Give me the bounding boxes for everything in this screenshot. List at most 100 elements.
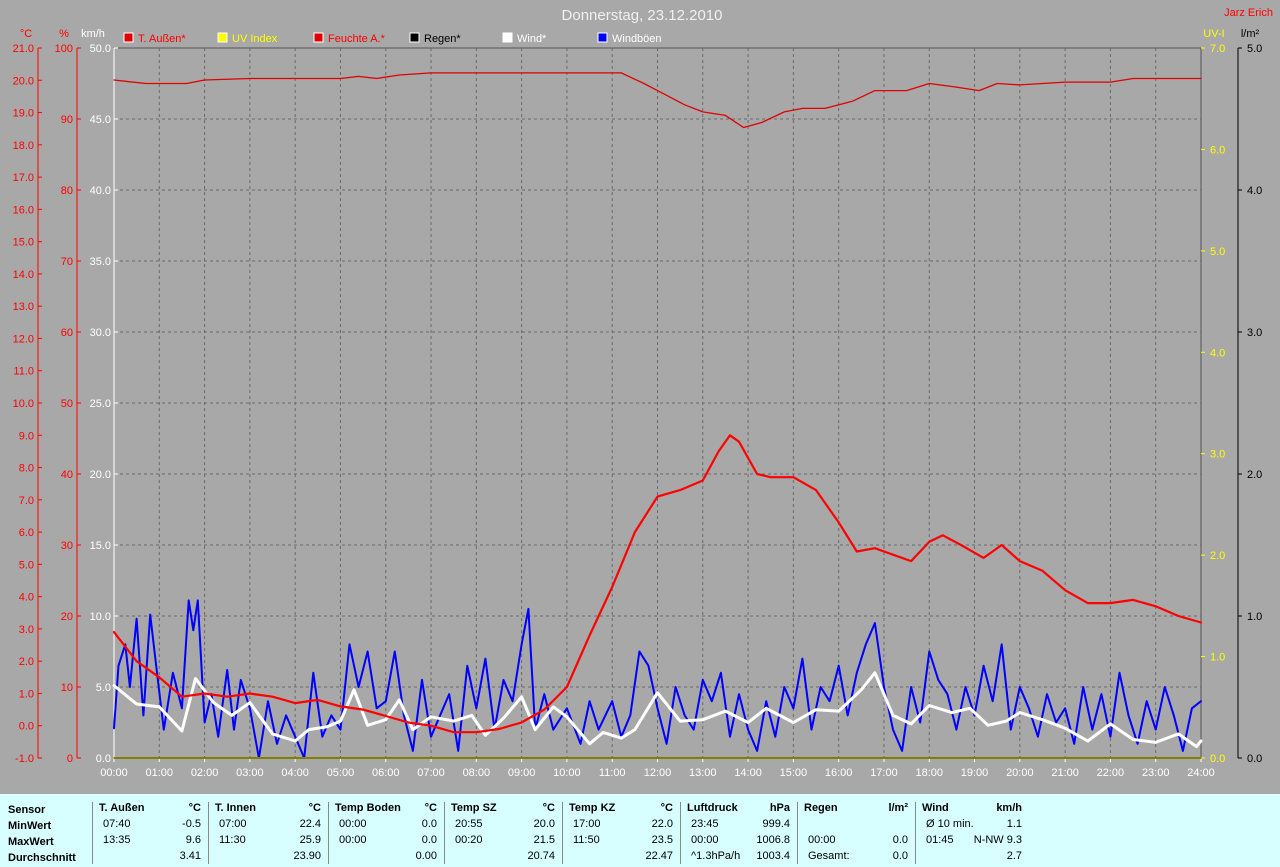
uv-tick-label: 4.0 — [1210, 347, 1225, 359]
stat-value: 23.5 — [651, 834, 673, 846]
rain-tick-label: 2.0 — [1247, 469, 1262, 481]
temp-tick-label: 7.0 — [19, 495, 34, 507]
uv-tick-label: 6.0 — [1210, 144, 1225, 156]
humidity-unit-label: % — [59, 28, 69, 40]
time-axis: 00:00 01:00 02:00 03:00 04:00 05:00 06:00 07:00… — [100, 758, 1215, 779]
rain-tick-label: 3.0 — [1247, 327, 1262, 339]
stat-unit: km/h — [996, 802, 1022, 814]
row-label-max: MaxWert — [8, 836, 54, 848]
axis-units: °C% km/h UV-I l/m² — [20, 28, 1260, 40]
stat-header: Luftdruck hPa — [681, 802, 796, 818]
stat-name: T. Innen — [215, 802, 256, 814]
stat-time: 11:50 — [573, 834, 600, 846]
stat-min-row — [798, 818, 914, 834]
time-tick-label: 09:00 — [508, 767, 536, 779]
stat-min-row: 07:00 22.4 — [209, 818, 327, 834]
temp-tick-label: 21.0 — [13, 43, 34, 55]
stat-value: 0.00 — [415, 850, 437, 862]
stat-max-row: 01:45 N-NW 9.3 — [916, 834, 1028, 850]
temp-tick-label: 6.0 — [19, 527, 34, 539]
time-tick-label: 13:00 — [689, 767, 717, 779]
wind-tick-label: 35.0 — [90, 256, 111, 268]
humidity-tick-label: 30 — [61, 540, 73, 552]
stat-name: T. Außen — [99, 802, 145, 814]
stat-time: 00:20 — [455, 834, 483, 846]
legend-swatch — [597, 32, 608, 43]
temp-tick-label: 19.0 — [13, 108, 34, 120]
stat-value: 0.0 — [421, 834, 437, 846]
time-tick-label: 06:00 — [372, 767, 400, 779]
stat-time: 07:40 — [103, 818, 131, 830]
series-line-feuchte-a — [113, 72, 1202, 129]
legend-label: Windböen — [612, 33, 662, 45]
time-tick-label: 02:00 — [191, 767, 219, 779]
stat-time: 20:55 — [455, 818, 483, 830]
time-tick-label: 00:00 — [100, 767, 128, 779]
time-tick-label: 24:00 — [1187, 767, 1215, 779]
stat-time: 00:00 — [339, 818, 367, 830]
row-labels: Sensor MinWert MaxWert Durchschnitt — [8, 802, 76, 866]
stat-value: 0.0 — [421, 818, 437, 830]
wind-tick-label: 45.0 — [90, 114, 111, 126]
stat-unit: °C — [542, 802, 555, 814]
stat-min-row: 23:45 999.4 — [681, 818, 796, 834]
stat-max-row: 00:00 0.0 — [798, 834, 914, 850]
wind-tick-label: 25.0 — [90, 398, 111, 410]
stat-header: T. Innen °C — [209, 802, 327, 818]
stat-time: ^1.3hPa/h — [691, 850, 741, 862]
time-tick-label: 17:00 — [870, 767, 898, 779]
legend-label: Feuchte A.* — [328, 33, 386, 45]
stat-value: 25.9 — [299, 834, 321, 846]
stat-min-row: 17:00 22.0 — [563, 818, 679, 834]
rain-tick-label: 0.0 — [1247, 753, 1262, 765]
wind-tick-label: 15.0 — [90, 540, 111, 552]
stat-header: T. Außen °C — [93, 802, 207, 818]
temp-tick-label: 17.0 — [13, 172, 34, 184]
time-tick-label: 01:00 — [146, 767, 174, 779]
time-tick-label: 21:00 — [1051, 767, 1079, 779]
temp-tick-label: 5.0 — [19, 559, 34, 571]
legend-swatch — [123, 32, 134, 43]
row-label-sensor: Sensor — [8, 804, 46, 816]
stat-value: 0.0 — [892, 834, 908, 846]
stat-value: 22.47 — [645, 850, 673, 862]
rain-tick-label: 5.0 — [1247, 43, 1262, 55]
stat-min-row: 20:55 20.0 — [445, 818, 561, 834]
stat-time: Gesamt: — [808, 850, 850, 862]
stat-name: Wind — [922, 802, 949, 814]
humidity-tick-label: 100 — [55, 43, 73, 55]
stat-unit: °C — [188, 802, 201, 814]
wind-tick-label: 10.0 — [90, 611, 111, 623]
stat-value: 21.5 — [533, 834, 555, 846]
time-tick-label: 03:00 — [236, 767, 264, 779]
stat-avg-row: 3.41 — [93, 850, 207, 866]
stat-avg-row: 2.7 — [916, 850, 1028, 866]
temp-tick-label: 9.0 — [19, 430, 34, 442]
rain-tick-label: 1.0 — [1247, 611, 1262, 623]
stat-time: 00:00 — [808, 834, 836, 846]
time-tick-label: 19:00 — [961, 767, 989, 779]
humidity-tick-label: 40 — [61, 469, 73, 481]
time-tick-label: 11:00 — [599, 767, 626, 779]
stat-name: Temp SZ — [451, 802, 497, 814]
time-tick-label: 08:00 — [463, 767, 491, 779]
stat-value: 22.4 — [299, 818, 321, 830]
stat-max-row: 11:50 23.5 — [563, 834, 679, 850]
legend-swatch — [502, 32, 513, 43]
stat-time: 13:35 — [103, 834, 131, 846]
humidity-tick-label: 20 — [61, 611, 73, 623]
series-line-t-au-en — [112, 434, 1203, 734]
temp-tick-label: 15.0 — [13, 237, 34, 249]
stat-value: 22.0 — [651, 818, 673, 830]
stat-time: 17:00 — [573, 818, 601, 830]
stat-name: Luftdruck — [687, 802, 738, 814]
wind-tick-label: 50.0 — [90, 43, 111, 55]
temp-tick-label: 2.0 — [19, 656, 34, 668]
stat-value: 999.4 — [762, 818, 790, 830]
stat-avg-row: 20.74 — [445, 850, 561, 866]
stat-name: Temp KZ — [569, 802, 616, 814]
humidity-tick-label: 90 — [61, 114, 73, 126]
humidity-tick-label: 60 — [61, 327, 73, 339]
row-label-min: MinWert — [8, 820, 52, 832]
stat-value: 2.7 — [1006, 850, 1022, 862]
